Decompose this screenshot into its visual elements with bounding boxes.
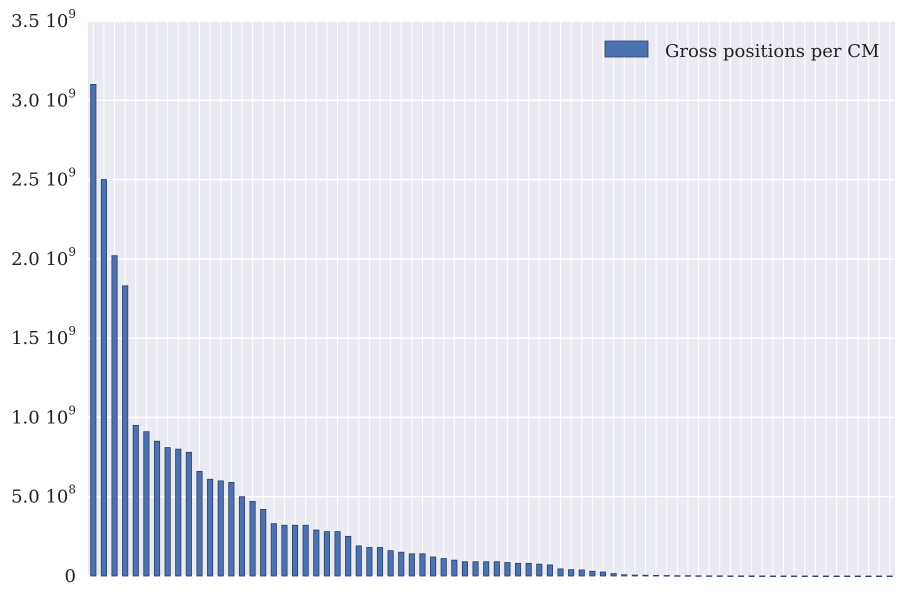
bar <box>440 558 447 577</box>
bar <box>228 482 235 577</box>
bar <box>122 285 129 577</box>
bar <box>185 451 192 577</box>
bar <box>812 575 819 577</box>
bar <box>876 575 883 577</box>
bar <box>642 574 649 577</box>
bar <box>610 573 617 577</box>
bar <box>313 529 320 577</box>
bar <box>865 575 872 577</box>
bar <box>514 562 522 577</box>
bar <box>387 550 394 577</box>
bar <box>461 561 469 577</box>
bar <box>132 424 139 577</box>
bar <box>260 508 267 577</box>
legend: Gross positions per CM <box>604 40 879 62</box>
bar <box>249 501 256 577</box>
bar <box>780 575 787 577</box>
y-tick-label: 0 <box>65 566 76 587</box>
bar <box>525 562 532 577</box>
legend-label: Gross positions per CM <box>665 41 879 62</box>
bar <box>281 524 288 577</box>
bar <box>674 575 681 577</box>
bar <box>557 568 564 577</box>
bar <box>854 575 861 577</box>
bar <box>334 531 341 577</box>
y-tick-label: 1.5 109 <box>11 324 76 349</box>
bar <box>759 575 766 577</box>
bar <box>292 524 299 577</box>
bar <box>175 448 182 577</box>
bar <box>430 556 437 577</box>
bar <box>844 575 851 577</box>
bar <box>653 574 660 577</box>
bar <box>748 575 755 577</box>
y-tick-label: 1.0 109 <box>11 403 76 428</box>
bar <box>376 547 384 577</box>
bar <box>419 553 426 577</box>
bar <box>345 535 352 577</box>
bar <box>536 563 543 577</box>
bar <box>472 561 479 577</box>
bar <box>589 570 596 577</box>
bar <box>737 575 745 577</box>
bar <box>366 547 373 577</box>
bar <box>663 575 670 577</box>
bar <box>217 480 224 577</box>
bar <box>769 575 776 577</box>
bar <box>716 575 723 577</box>
bar <box>695 575 702 577</box>
bar <box>833 575 840 577</box>
y-tick-label: 2.5 109 <box>11 166 76 191</box>
bar <box>196 470 203 577</box>
bar <box>886 575 893 577</box>
bar <box>504 562 511 577</box>
bar <box>100 179 107 577</box>
bar <box>207 478 214 577</box>
y-tick-label: 3.0 109 <box>11 86 76 111</box>
bar <box>408 553 415 577</box>
bar <box>164 447 171 577</box>
y-tick-label: 3.5 109 <box>11 7 76 32</box>
bar <box>546 564 553 577</box>
bar <box>791 575 798 577</box>
y-axis-tick-labels: 0 5.0 108 1.0 109 1.5 109 2.0 109 2.5 109 3.0 … <box>11 7 76 587</box>
y-tick-label: 5.0 108 <box>11 483 76 508</box>
bar <box>270 523 277 577</box>
bar <box>355 545 362 577</box>
bar <box>143 431 150 577</box>
y-tick-label: 2.0 109 <box>11 245 76 270</box>
bar <box>822 575 830 577</box>
bar <box>238 496 246 577</box>
bar <box>621 574 628 577</box>
bar <box>801 575 808 577</box>
bar <box>90 84 97 577</box>
legend-swatch <box>604 40 649 58</box>
bar <box>631 574 638 577</box>
bar <box>111 255 118 577</box>
bar <box>398 551 405 577</box>
bar <box>727 575 734 577</box>
bar-series <box>90 84 893 577</box>
bar <box>483 561 490 577</box>
bar <box>302 524 309 577</box>
bar <box>599 571 607 577</box>
bar <box>684 575 691 577</box>
bar <box>493 561 500 577</box>
bar <box>323 531 330 577</box>
bar <box>451 559 458 577</box>
bar <box>706 575 713 577</box>
bar <box>568 569 575 577</box>
bar <box>153 440 161 577</box>
bar <box>578 569 585 577</box>
